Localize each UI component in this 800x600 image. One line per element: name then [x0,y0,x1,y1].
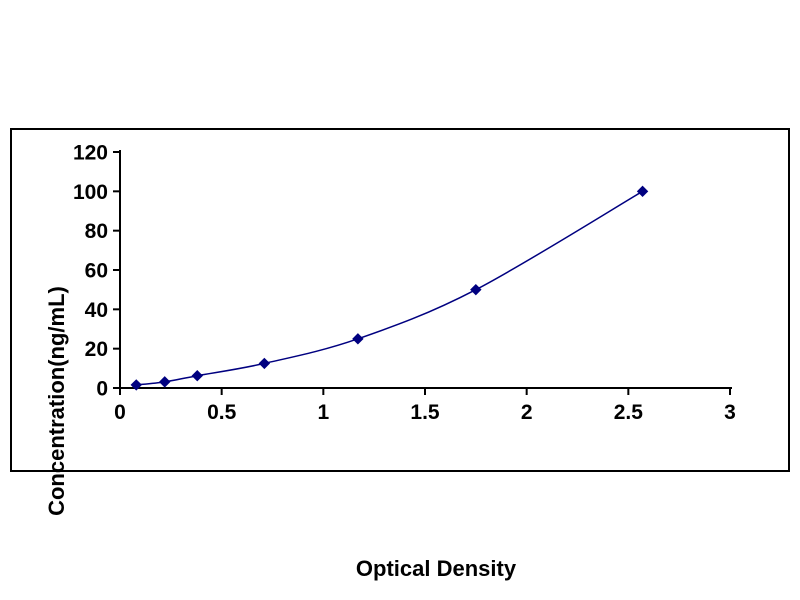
y-tick-label: 120 [73,142,108,165]
y-tick-label: 80 [85,220,108,243]
x-axis-title: Optical Density [355,556,517,581]
data-point-marker [636,185,649,198]
curve-line [136,190,643,386]
data-point-marker [470,283,482,296]
data-point-marker [130,379,142,391]
data-point-marker [352,333,364,345]
x-tick-label: 3 [724,401,736,424]
data-point-marker [258,357,271,370]
y-axis-title: Concentration(ng/mL) [44,286,69,516]
x-tick-label: 0.5 [207,401,237,424]
y-tick-label: 0 [96,378,108,401]
data-point-marker [191,370,203,382]
standard-curve-chart: 0 20 40 60 80 100 120 0 0.5 1 1.5 2 2.5 3 [73,142,736,424]
x-tick-label: 1.5 [410,401,440,424]
y-tick-label: 20 [85,338,108,361]
y-tick-label: 100 [73,181,108,204]
x-tick-label: 0 [114,401,126,424]
y-tick-label: 60 [85,260,108,283]
x-tick-label: 1 [317,401,329,424]
y-tick-label: 40 [85,299,108,322]
chart-frame: 0 20 40 60 80 100 120 0 0.5 1 1.5 2 2.5 3 Concentrati… [10,128,790,581]
x-tick-label: 2.5 [614,401,644,424]
x-tick-label: 2 [521,401,533,424]
data-point-marker [159,376,171,388]
